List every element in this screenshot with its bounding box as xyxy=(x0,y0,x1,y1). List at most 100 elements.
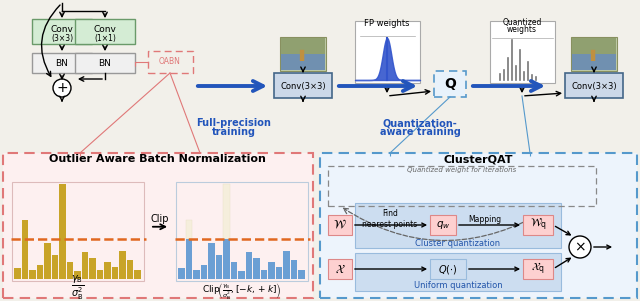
Bar xyxy=(3,153,313,298)
Bar xyxy=(67,262,73,279)
Bar xyxy=(22,220,28,279)
Bar xyxy=(193,269,200,279)
Bar xyxy=(523,259,553,279)
Bar xyxy=(208,243,214,279)
Text: $\mathcal{W}$: $\mathcal{W}$ xyxy=(333,219,347,231)
Bar xyxy=(89,258,95,279)
Text: $\frac{\gamma_{\mathrm{B}}}{\sigma_{\mathrm{B}}^{2}}$: $\frac{\gamma_{\mathrm{B}}}{\sigma_{\mat… xyxy=(71,274,84,301)
Bar xyxy=(12,182,143,281)
Bar xyxy=(281,38,325,54)
Text: Quantized: Quantized xyxy=(502,18,541,27)
Circle shape xyxy=(53,79,71,97)
Bar xyxy=(51,255,58,279)
Bar xyxy=(36,265,43,279)
Bar xyxy=(111,267,118,279)
Bar xyxy=(223,239,230,279)
Text: +: + xyxy=(56,81,68,95)
Text: OABN: OABN xyxy=(159,57,181,67)
Bar xyxy=(260,269,267,279)
Bar xyxy=(44,243,51,279)
Bar xyxy=(571,37,617,71)
Text: Cluster quantization: Cluster quantization xyxy=(415,238,500,247)
Text: Mapping: Mapping xyxy=(468,215,502,224)
Bar xyxy=(97,269,103,279)
Text: training: training xyxy=(212,127,256,137)
Bar xyxy=(283,250,289,279)
Text: Clip: Clip xyxy=(151,214,169,224)
Text: BN: BN xyxy=(56,58,68,67)
Bar xyxy=(238,272,244,279)
Text: Full-precision: Full-precision xyxy=(196,118,271,128)
Bar xyxy=(74,272,81,279)
Bar xyxy=(572,54,616,70)
Bar xyxy=(430,215,456,235)
Text: Conv: Conv xyxy=(51,24,74,33)
Text: FP weights: FP weights xyxy=(364,18,410,27)
Bar xyxy=(281,54,325,70)
Bar xyxy=(178,268,184,279)
Text: Quantized weight for iterations: Quantized weight for iterations xyxy=(408,167,516,173)
Text: BN: BN xyxy=(99,58,111,67)
Bar xyxy=(148,51,193,73)
Bar xyxy=(230,262,237,279)
Bar xyxy=(328,166,596,206)
Bar xyxy=(134,269,141,279)
Bar xyxy=(200,265,207,279)
Bar xyxy=(223,184,230,239)
Bar xyxy=(565,73,623,98)
Bar xyxy=(29,269,35,279)
Bar xyxy=(176,182,307,281)
Bar xyxy=(186,239,192,279)
Text: (1×1): (1×1) xyxy=(94,35,116,44)
Bar xyxy=(119,250,125,279)
Bar xyxy=(3,153,313,298)
Bar xyxy=(75,53,135,73)
Bar xyxy=(246,253,252,279)
Bar xyxy=(490,21,555,83)
Text: Conv(3×3): Conv(3×3) xyxy=(280,82,326,91)
Bar xyxy=(32,19,92,44)
Text: Quantization-: Quantization- xyxy=(383,118,458,128)
Bar xyxy=(186,220,192,239)
Text: $Q(\cdot)$: $Q(\cdot)$ xyxy=(438,262,458,275)
Text: $\mathcal{X}$: $\mathcal{X}$ xyxy=(335,262,346,275)
Bar xyxy=(75,19,135,44)
Circle shape xyxy=(569,236,591,258)
Bar xyxy=(275,267,282,279)
Text: Find
nearest points: Find nearest points xyxy=(362,209,418,229)
Bar xyxy=(274,73,332,98)
Text: $q_{w}$: $q_{w}$ xyxy=(436,219,451,231)
Bar xyxy=(435,72,465,96)
Bar xyxy=(127,260,133,279)
Text: ClusterQAT: ClusterQAT xyxy=(444,154,513,164)
Bar xyxy=(216,255,222,279)
Bar xyxy=(104,262,111,279)
Bar xyxy=(280,37,326,71)
Text: Conv(3×3): Conv(3×3) xyxy=(571,82,617,91)
Text: (3×3): (3×3) xyxy=(51,35,73,44)
Text: weights: weights xyxy=(507,26,537,35)
Text: ▌: ▌ xyxy=(589,49,598,61)
Bar xyxy=(434,71,466,97)
Bar xyxy=(291,260,297,279)
Bar xyxy=(355,21,420,83)
Text: ▌: ▌ xyxy=(299,49,307,61)
Bar xyxy=(59,184,65,279)
Text: Conv: Conv xyxy=(93,24,116,33)
Bar xyxy=(32,53,92,73)
Bar xyxy=(320,153,637,298)
Bar xyxy=(81,253,88,279)
Text: aware training: aware training xyxy=(380,127,460,137)
Bar xyxy=(355,253,561,291)
Bar xyxy=(328,259,352,279)
Text: $\mathrm{Clip}\!\left(\frac{\gamma_{\mathrm{B}}}{\sigma_{\mathrm{B}}^{2}},[-k,+k: $\mathrm{Clip}\!\left(\frac{\gamma_{\mat… xyxy=(202,281,282,301)
Bar xyxy=(328,215,352,235)
Bar xyxy=(320,153,637,298)
Bar xyxy=(14,268,20,279)
Text: $\mathcal{X}_{\mathrm{q}}$: $\mathcal{X}_{\mathrm{q}}$ xyxy=(531,261,545,277)
Bar xyxy=(355,203,561,248)
Bar xyxy=(523,215,553,235)
Text: $\mathcal{W}_{\mathrm{q}}$: $\mathcal{W}_{\mathrm{q}}$ xyxy=(529,217,547,233)
Bar xyxy=(430,259,466,279)
Bar xyxy=(572,38,616,54)
